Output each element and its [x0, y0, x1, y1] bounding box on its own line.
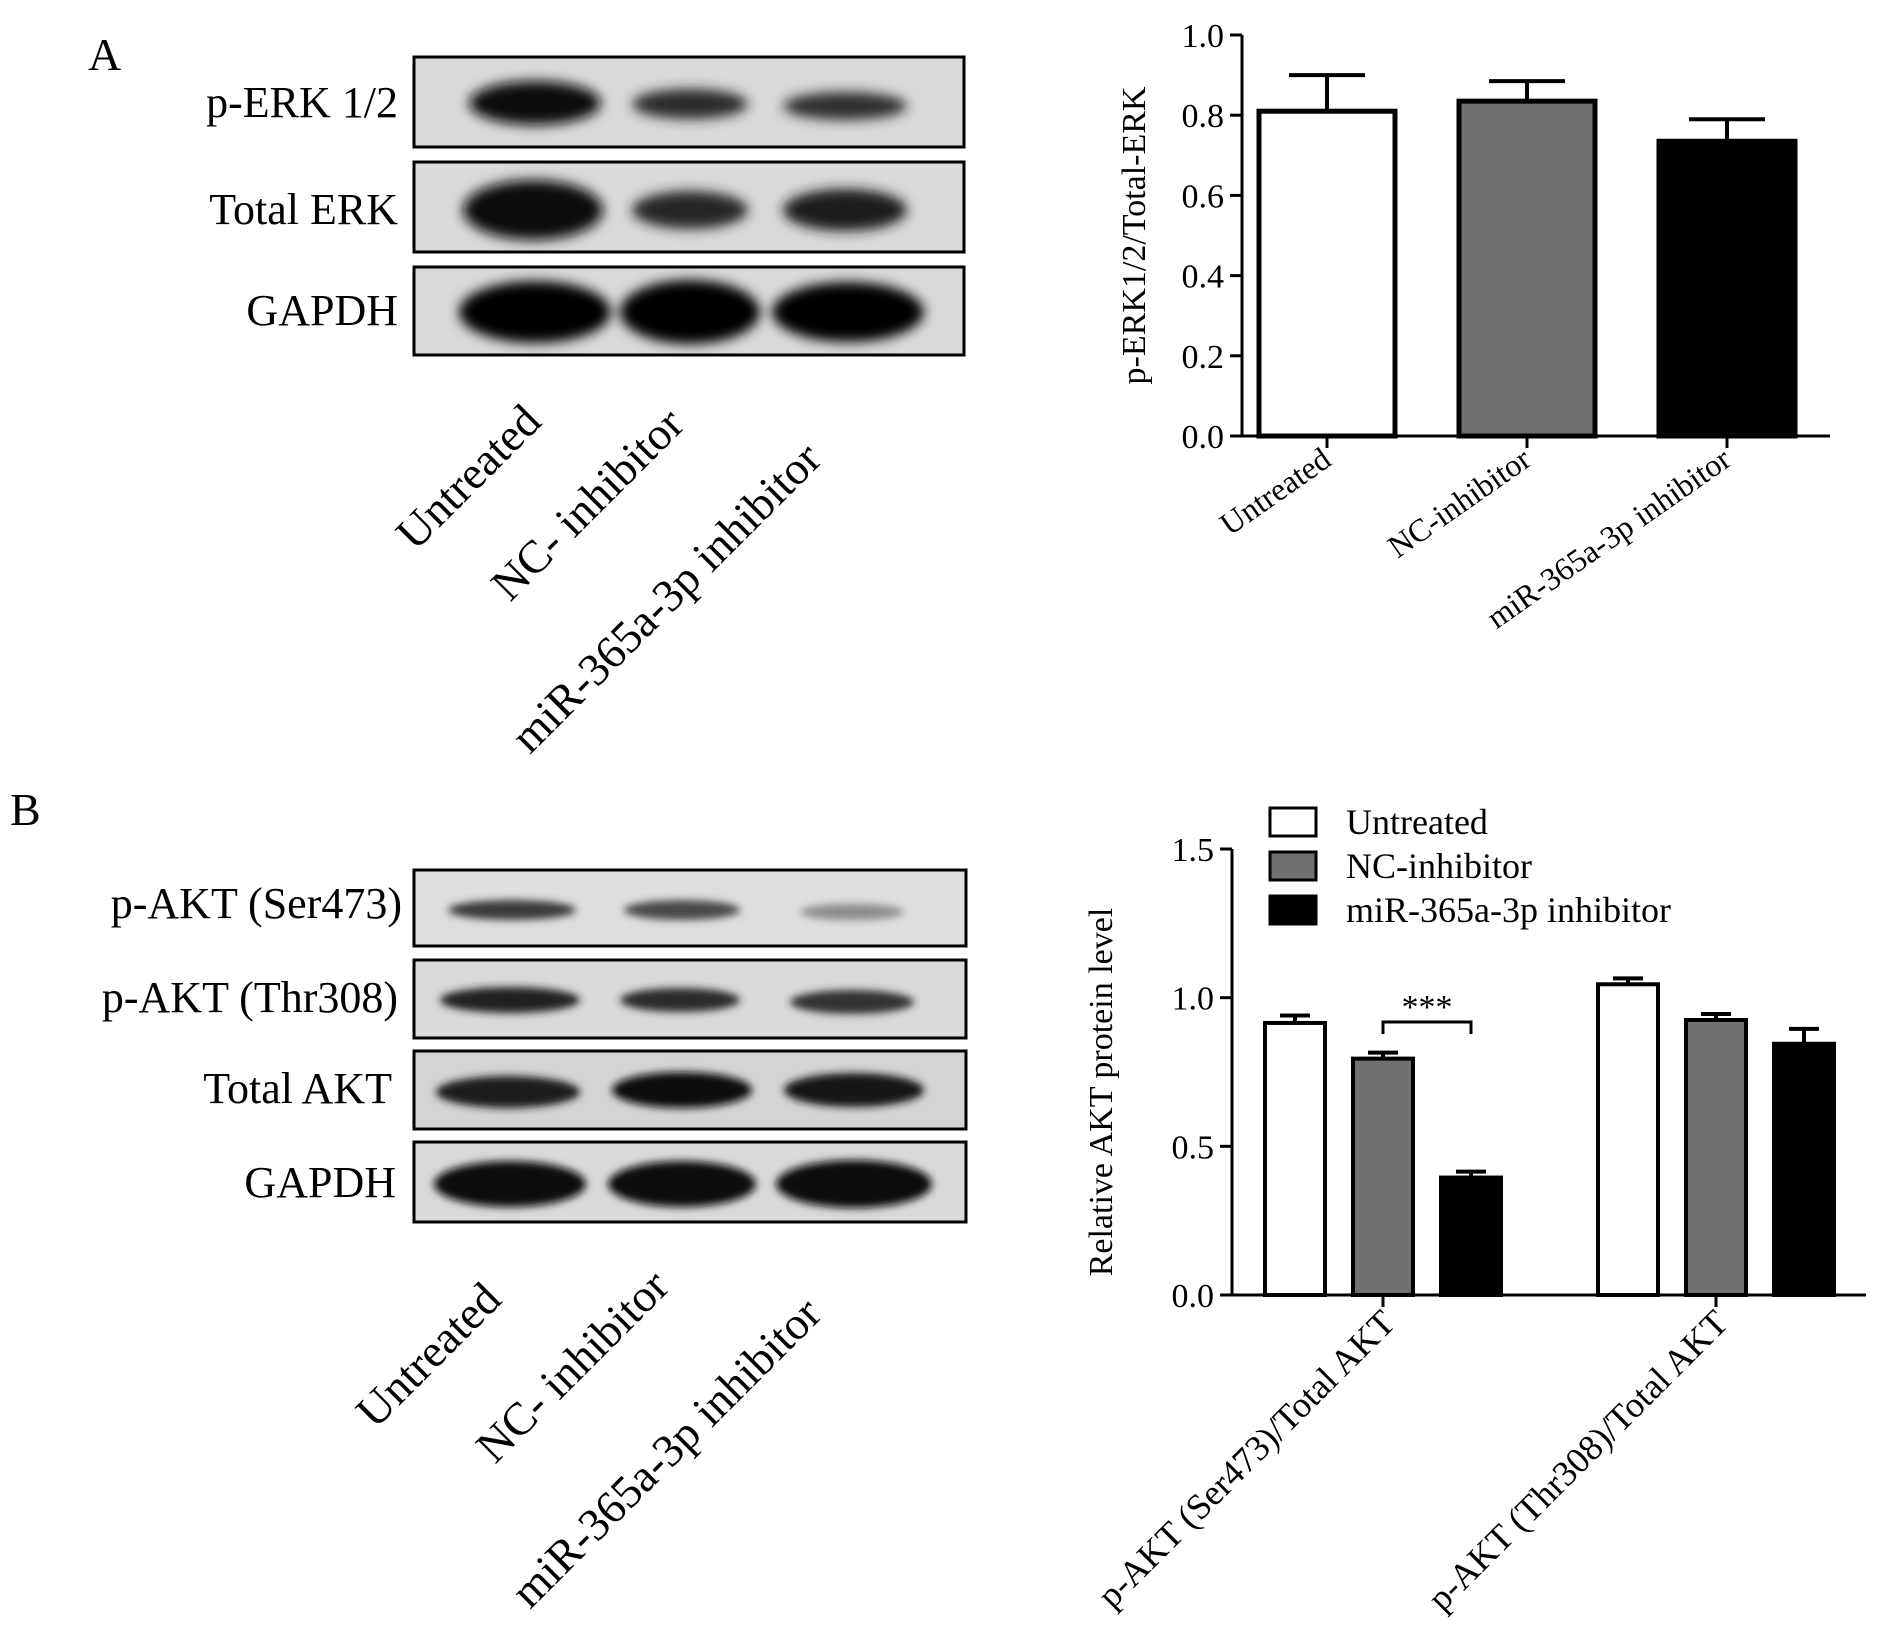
- blot-b-strip-total-akt: [412, 1049, 968, 1131]
- blot-a-lane-label: miR-365a-3p inhibitor: [501, 432, 831, 762]
- chart-b-y-tick-label: 0.0: [1172, 1278, 1215, 1315]
- blot-b-row-label: Total AKT: [203, 1064, 392, 1113]
- chart-b-bar: [1684, 1017, 1748, 1297]
- blot-b: p-AKT (Ser473) p-AKT (Thr308) Total AKT …: [102, 868, 968, 1617]
- chart-b-bar: [1596, 982, 1660, 1298]
- chart-b-legend-label: miR-365a-3p inhibitor: [1346, 890, 1671, 930]
- chart-a-y-axis-title: p-ERK1/2/Total-ERK: [1116, 86, 1153, 384]
- blot-band: [620, 988, 740, 1012]
- blot-a-strip-p-erk: [412, 55, 966, 149]
- chart-b-bar: [1351, 1056, 1415, 1297]
- chart-a-bar: [1256, 108, 1398, 439]
- blot-b-strip-p-akt-ser473: [412, 868, 968, 948]
- blot-band: [790, 990, 914, 1014]
- blot-band: [800, 904, 904, 920]
- chart-b-bar: [1772, 1041, 1836, 1297]
- blot-b-strip-gapdh: [412, 1140, 968, 1224]
- chart-b-x-tick-label: p-AKT (Ser473)/Total AKT: [1090, 1302, 1403, 1615]
- chart-a-y-tick-label: 0.8: [1182, 98, 1225, 135]
- blot-band: [434, 1161, 586, 1207]
- panel-label-b: B: [10, 784, 41, 835]
- chart-b-significance-bracket: [1381, 1020, 1473, 1034]
- chart-a-x-tick-label: Untreated: [1213, 440, 1337, 542]
- panel-label-a: A: [88, 29, 121, 80]
- chart-a-y-tick-label: 0.0: [1182, 419, 1225, 456]
- blot-band: [624, 900, 740, 920]
- chart-a-y-tick-label: 0.6: [1182, 178, 1225, 215]
- blot-a-row-label: GAPDH: [246, 286, 398, 335]
- chart-b-legend-swatch: [1268, 806, 1318, 838]
- blot-band: [620, 280, 760, 344]
- chart-b-legend-swatch: [1268, 894, 1318, 926]
- chart-b-akt-level: 0.0 0.5 1.0 1.5 Relative AKT protein level p-…: [1083, 802, 1866, 1618]
- chart-b-bar: [1263, 1020, 1327, 1297]
- blot-band: [772, 282, 924, 342]
- blot-band: [632, 191, 748, 229]
- blot-band: [612, 1072, 752, 1108]
- chart-b-legend-label: NC-inhibitor: [1346, 846, 1532, 886]
- chart-b-y-tick-label: 1.0: [1172, 981, 1215, 1018]
- blot-b-lane-label: miR-365a-3p inhibitor: [501, 1287, 831, 1617]
- blot-band: [436, 1076, 580, 1108]
- chart-b-significance-label: ***: [1402, 989, 1453, 1026]
- blot-band: [469, 81, 601, 125]
- chart-a-bar: [1456, 98, 1598, 439]
- blot-band: [440, 987, 580, 1013]
- blot-b-strip-p-akt-thr308: [412, 958, 968, 1040]
- blot-band: [448, 900, 576, 920]
- chart-b-y-tick-label: 0.5: [1172, 1129, 1215, 1166]
- blot-band: [784, 1073, 924, 1107]
- blot-band: [783, 92, 907, 120]
- chart-b-bar: [1439, 1175, 1503, 1298]
- chart-b-legend-swatch: [1268, 850, 1318, 882]
- blot-b-lane-label: Untreated: [346, 1273, 510, 1437]
- chart-a-erk-ratio: 0.0 0.2 0.4 0.6 0.8 1.0 p-ERK1/2/Total-ERK Untr…: [1116, 18, 1830, 635]
- chart-a-bar: [1656, 138, 1798, 439]
- blot-band: [776, 1160, 932, 1208]
- blot-b-row-label: p-AKT (Ser473): [111, 879, 402, 928]
- chart-a-y-tick-label: 0.4: [1182, 259, 1225, 296]
- blot-b-row-label: p-AKT (Thr308): [102, 973, 398, 1022]
- blot-a-strip-gapdh: [412, 265, 966, 357]
- blot-a-strip-total-erk: [412, 160, 966, 254]
- blot-band: [632, 89, 748, 119]
- chart-b-y-axis-title: Relative AKT protein level: [1083, 908, 1120, 1277]
- blot-a: p-ERK 1/2 Total ERK GAPDH: [206, 55, 966, 762]
- blot-band: [463, 180, 603, 240]
- blot-a-row-label: Total ERK: [209, 185, 398, 234]
- chart-a-y-tick-label: 1.0: [1182, 18, 1225, 55]
- chart-a-y-tick-label: 0.2: [1182, 339, 1225, 376]
- chart-b-x-tick-label: p-AKT (Thr308)/Total AKT: [1420, 1302, 1736, 1618]
- blot-band: [783, 189, 907, 231]
- blot-b-row-label: GAPDH: [244, 1158, 396, 1207]
- chart-a-x-tick-label: NC-inhibitor: [1381, 440, 1537, 565]
- blot-a-row-label: p-ERK 1/2: [206, 78, 398, 127]
- blot-band: [608, 1161, 756, 1207]
- chart-b-y-tick-label: 1.5: [1172, 832, 1215, 869]
- blot-band: [459, 281, 611, 343]
- chart-b-legend-label: Untreated: [1346, 802, 1488, 842]
